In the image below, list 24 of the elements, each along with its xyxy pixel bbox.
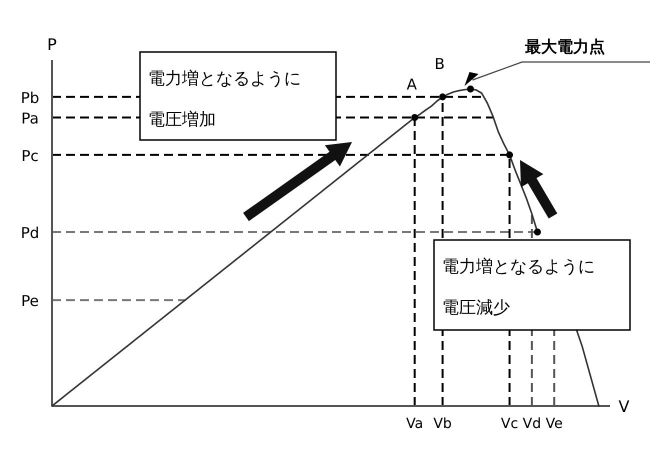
- ref-line-label: Pc: [21, 146, 39, 165]
- xtick: Ve: [546, 416, 563, 432]
- x-axis-title: V: [618, 397, 630, 416]
- ref-line-label: Pe: [21, 292, 39, 310]
- xtick: Vc: [500, 416, 518, 432]
- xtick: Vd: [522, 416, 542, 432]
- point: [411, 114, 418, 122]
- y-axis-title: P: [47, 35, 58, 54]
- annotation: B: [434, 54, 445, 73]
- xtick: Va: [406, 416, 424, 432]
- point: [467, 86, 474, 92]
- annotation: 電力増となるように: [148, 69, 301, 89]
- ref-line-label: Pa: [21, 110, 39, 128]
- xtick: Vb: [433, 416, 452, 432]
- annotation: A: [406, 76, 418, 94]
- ref-line-label: Pd: [20, 224, 40, 242]
- text: 最大電力点: [524, 37, 605, 56]
- annotation: 電力増となるように: [442, 257, 595, 277]
- annotation: 電圧増加: [148, 110, 216, 130]
- point: [439, 93, 446, 100]
- point: [534, 228, 541, 236]
- point: [506, 151, 514, 158]
- ref-line-label: Pb: [20, 88, 40, 107]
- annotation: 電圧減少: [442, 298, 510, 318]
